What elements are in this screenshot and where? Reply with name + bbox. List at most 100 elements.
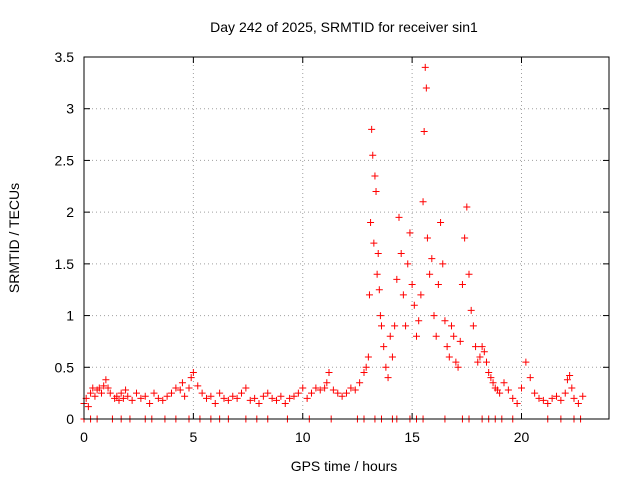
y-tick-label: 3 [66,101,74,117]
data-point [397,250,405,258]
data-point [370,239,378,247]
data-point [137,394,145,402]
data-point [513,399,521,407]
data-point [535,394,543,402]
data-point [220,394,228,402]
data-point [347,384,355,392]
data-point [229,392,237,400]
data-point [334,389,342,397]
data-point [367,218,375,226]
data-point [259,392,267,400]
data-point [443,343,451,351]
data-point [95,384,103,392]
y-tick-label: 0.5 [55,359,75,375]
data-point [544,399,552,407]
data-point [393,275,401,283]
data-point [224,396,232,404]
data-point [106,389,114,397]
data-point [189,368,197,376]
data-point [406,229,414,237]
data-point [128,396,136,404]
data-point [480,348,488,356]
data-point [98,389,105,397]
data-point [100,382,108,390]
data-point [119,394,127,402]
data-point [437,218,445,226]
data-point [445,353,453,361]
data-point [399,291,407,299]
data-point [483,358,490,366]
data-point [369,151,377,159]
data-point [178,379,186,387]
data-point [264,389,272,397]
data-point [489,379,497,387]
data-point [91,392,99,400]
data-point [404,260,412,268]
x-tick-label: 5 [189,429,197,445]
x-tick-label: 10 [295,429,311,445]
data-point [561,389,569,397]
data-point [163,392,171,400]
data-point [242,384,250,392]
data-point [343,389,350,397]
data-point [568,384,576,392]
data-point [351,386,359,394]
data-point [579,392,587,400]
data-point [150,389,158,397]
data-point [415,317,423,325]
data-point [485,368,493,376]
data-point [207,392,215,400]
data-point [428,255,436,263]
data-point [467,306,475,314]
data-point [454,363,462,371]
data-point [194,382,202,390]
data-point [382,363,390,371]
data-point [303,394,311,402]
data-point [375,286,383,294]
data-point [115,396,123,404]
data-point [426,270,434,278]
y-tick-label: 1.5 [55,256,75,272]
data-point [448,322,455,330]
data-point [198,389,206,397]
data-point [574,399,582,407]
data-point [395,213,403,221]
data-point [122,386,130,394]
data-point [439,260,447,268]
plot-border [83,56,610,420]
data-point [566,372,574,380]
data-point [474,358,482,366]
x-tick-label: 0 [80,429,88,445]
data-point [441,317,449,325]
data-point [364,353,372,361]
y-tick-label: 0 [66,411,74,427]
data-point [570,394,578,402]
data-point [386,332,394,340]
y-tick-label: 3.5 [55,49,75,65]
data-point [419,198,427,206]
data-point [553,392,560,400]
data-point [365,291,373,299]
data-point [277,392,285,400]
chart-title: Day 242 of 2025, SRMTID for receiver sin… [210,19,478,35]
data-point [154,394,162,402]
data-point [133,389,140,397]
data-point [391,322,399,330]
data-point [181,392,189,400]
data-point [458,281,466,289]
data-point [203,394,210,402]
grid-lines [84,57,609,419]
data-point [255,399,263,407]
data-point [372,187,380,195]
axes: 0 5 10 15 20 0 0.5 1 1.5 2 2.5 3 3.5 [55,49,609,445]
y-axis-title: SRMTID / TECUs [6,183,22,293]
data-point [420,127,428,135]
data-point [434,281,442,289]
data-point [299,384,307,392]
data-point [423,234,431,242]
data-point [316,386,324,394]
data-point [548,394,556,402]
data-point [465,270,473,278]
data-point [413,332,420,340]
